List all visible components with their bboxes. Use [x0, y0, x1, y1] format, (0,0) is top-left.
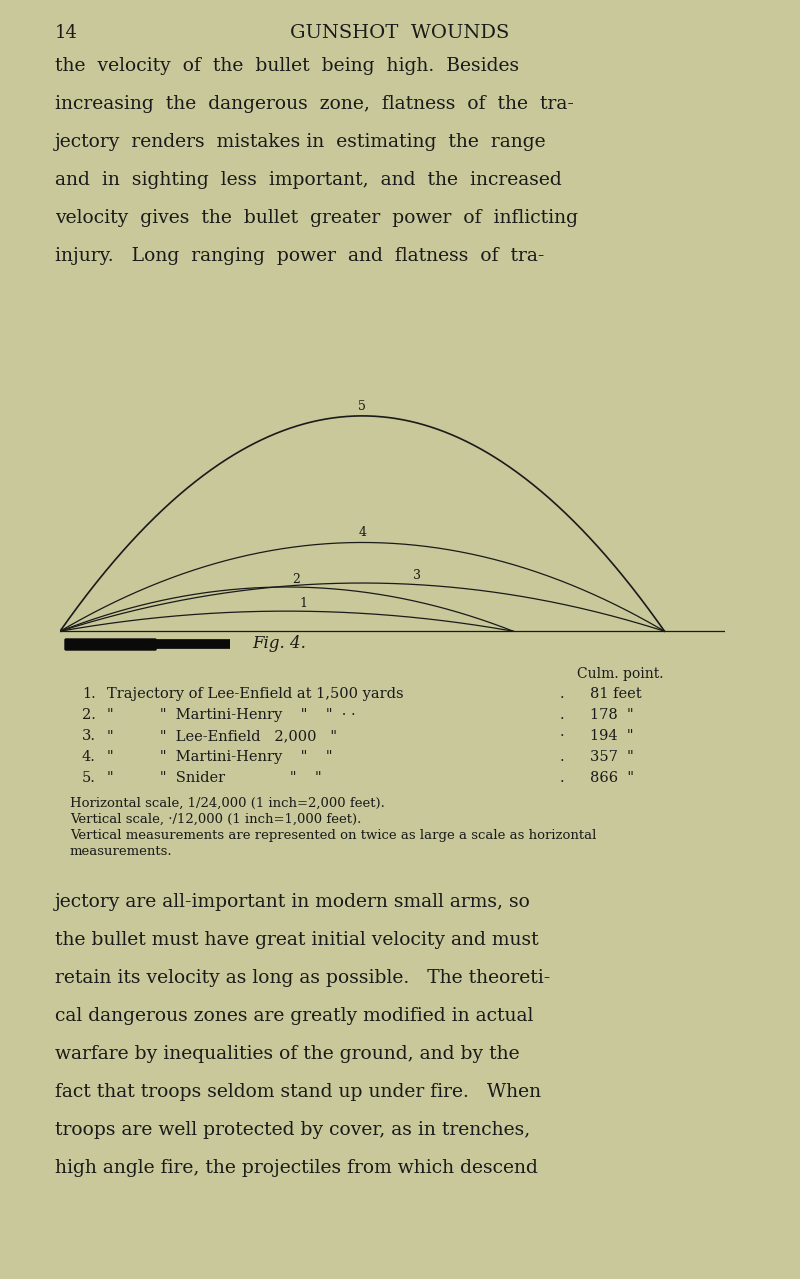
Text: .: .: [560, 749, 565, 764]
Text: 4.: 4.: [82, 749, 96, 764]
Text: "          "  Snider              "    ": " " Snider " ": [107, 771, 322, 785]
Text: "          "  Lee-Enfield   2,000   ": " " Lee-Enfield 2,000 ": [107, 729, 337, 743]
Text: warfare by inequalities of the ground, and by the: warfare by inequalities of the ground, a…: [55, 1045, 520, 1063]
Text: 5.: 5.: [82, 771, 96, 785]
Text: measurements.: measurements.: [70, 845, 173, 858]
Text: the  velocity  of  the  bullet  being  high.  Besides: the velocity of the bullet being high. B…: [55, 58, 519, 75]
Text: .: .: [560, 709, 565, 723]
Text: increasing  the  dangerous  zone,  flatness  of  the  tra-: increasing the dangerous zone, flatness …: [55, 95, 574, 113]
Text: 3.: 3.: [82, 729, 96, 743]
Text: 1.: 1.: [82, 687, 96, 701]
Text: 866  ": 866 ": [590, 771, 634, 785]
Text: high angle fire, the projectiles from which descend: high angle fire, the projectiles from wh…: [55, 1159, 538, 1177]
Text: .: .: [560, 771, 565, 785]
Text: troops are well protected by cover, as in trenches,: troops are well protected by cover, as i…: [55, 1120, 530, 1140]
Text: 194  ": 194 ": [590, 729, 634, 743]
Text: 4: 4: [358, 527, 366, 540]
Text: velocity  gives  the  bullet  greater  power  of  inflicting: velocity gives the bullet greater power …: [55, 208, 578, 226]
Text: retain its velocity as long as possible.   The theoreti-: retain its velocity as long as possible.…: [55, 969, 550, 987]
Text: ·: ·: [560, 729, 565, 743]
Text: GUNSHOT  WOUNDS: GUNSHOT WOUNDS: [290, 24, 510, 42]
Text: 1: 1: [299, 597, 307, 610]
Text: 5: 5: [358, 400, 366, 413]
Text: "          "  Martini-Henry    "    "  · ·: " " Martini-Henry " " · ·: [107, 709, 356, 723]
Text: 2: 2: [292, 573, 300, 586]
Text: "          "  Martini-Henry    "    ": " " Martini-Henry " ": [107, 749, 333, 764]
Text: 2.: 2.: [82, 709, 96, 723]
Text: injury.   Long  ranging  power  and  flatness  of  tra-: injury. Long ranging power and flatness …: [55, 247, 544, 265]
Text: 3: 3: [413, 569, 421, 582]
Text: cal dangerous zones are greatly modified in actual: cal dangerous zones are greatly modified…: [55, 1007, 534, 1024]
Text: 178  ": 178 ": [590, 709, 634, 723]
Text: jectory  renders  mistakes in  estimating  the  range: jectory renders mistakes in estimating t…: [55, 133, 546, 151]
Text: fact that troops seldom stand up under fire.   When: fact that troops seldom stand up under f…: [55, 1083, 541, 1101]
Text: Trajectory of Lee-Enfield at 1,500 yards: Trajectory of Lee-Enfield at 1,500 yards: [107, 687, 404, 701]
Text: 81 feet: 81 feet: [590, 687, 642, 701]
Text: Culm. point.: Culm. point.: [577, 668, 663, 680]
FancyBboxPatch shape: [65, 640, 156, 650]
Text: the bullet must have great initial velocity and must: the bullet must have great initial veloc…: [55, 931, 538, 949]
Text: Fig. 4.: Fig. 4.: [252, 636, 306, 652]
Text: and  in  sighting  less  important,  and  the  increased: and in sighting less important, and the …: [55, 171, 562, 189]
Text: Vertical scale, ·/12,000 (1 inch=1,000 feet).: Vertical scale, ·/12,000 (1 inch=1,000 f…: [70, 813, 362, 826]
Text: Vertical measurements are represented on twice as large a scale as horizontal: Vertical measurements are represented on…: [70, 829, 596, 842]
Text: jectory are all-important in modern small arms, so: jectory are all-important in modern smal…: [55, 893, 531, 911]
Text: 357  ": 357 ": [590, 749, 634, 764]
Text: .: .: [560, 687, 565, 701]
Text: Horizontal scale, 1/24,000 (1 inch=2,000 feet).: Horizontal scale, 1/24,000 (1 inch=2,000…: [70, 797, 385, 810]
Text: 14: 14: [55, 24, 78, 42]
